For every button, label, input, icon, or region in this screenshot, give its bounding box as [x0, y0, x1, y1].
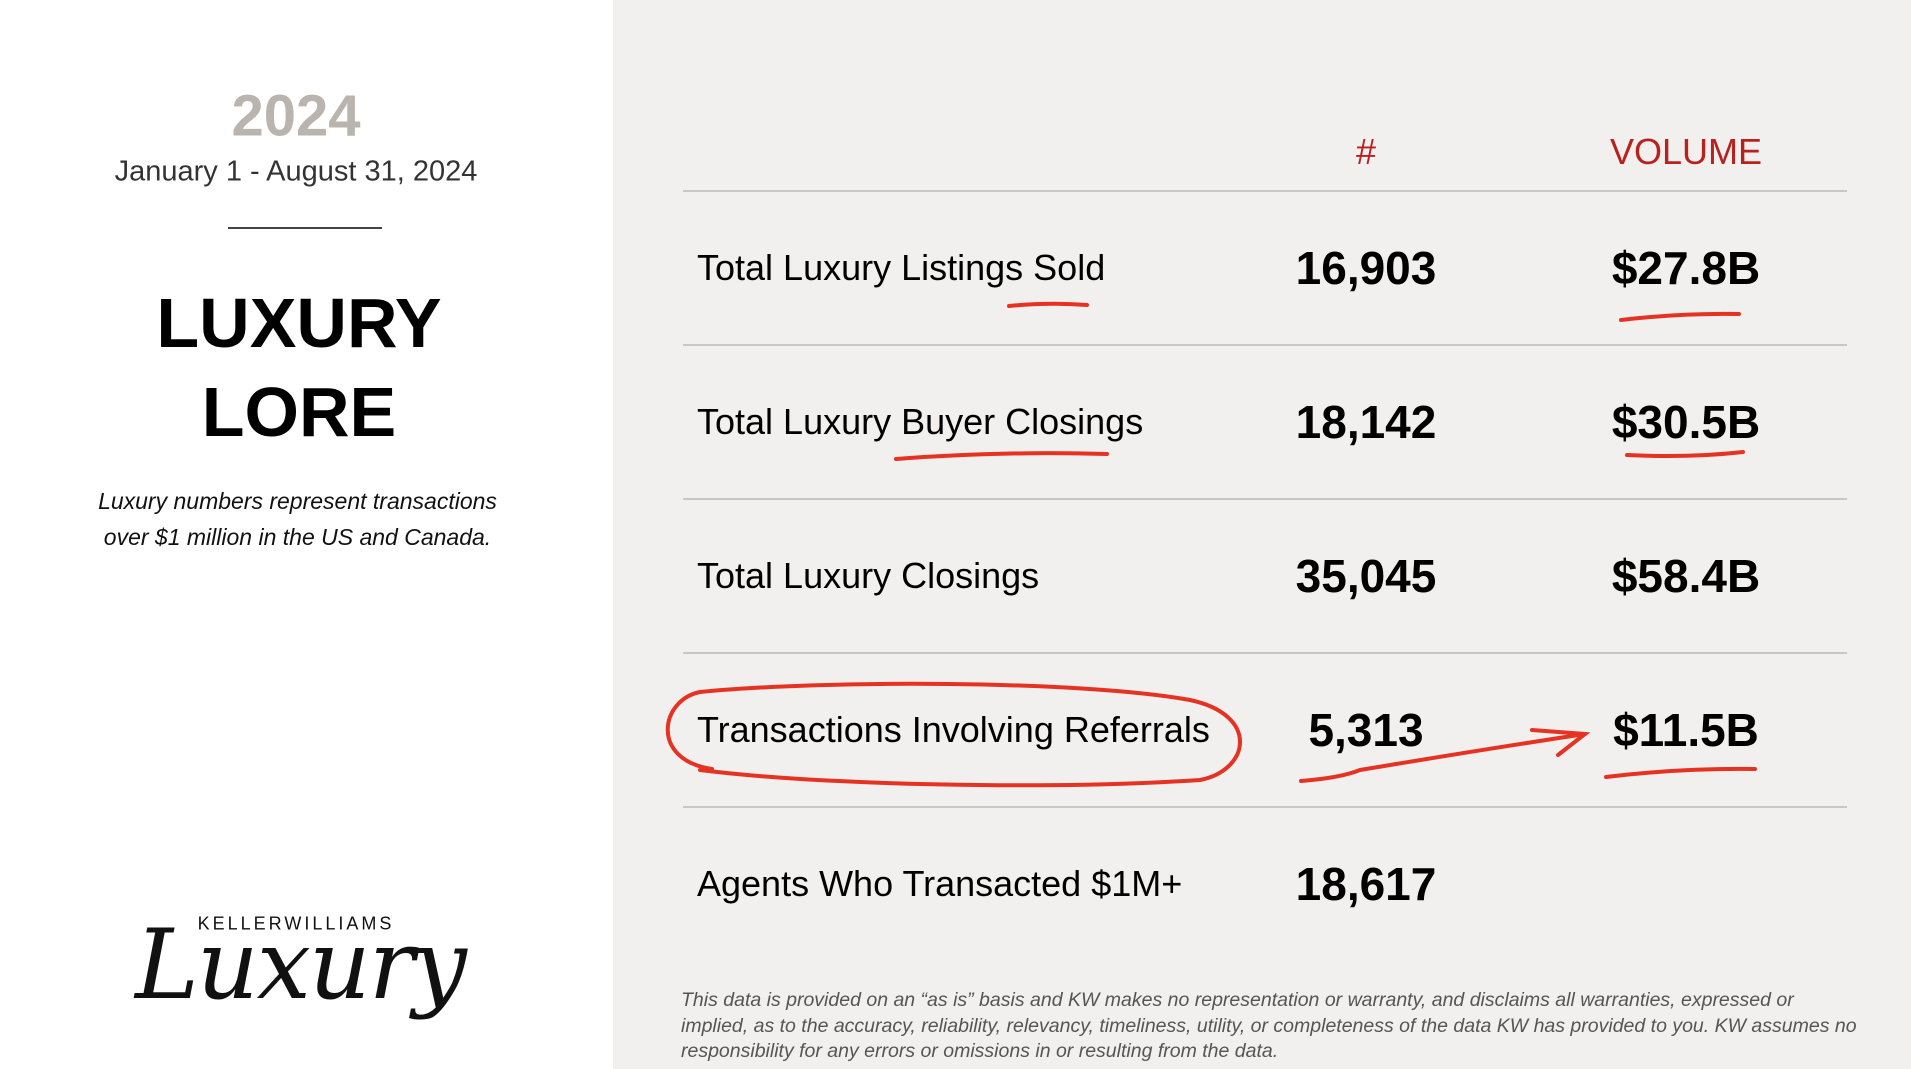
date-range: January 1 - August 31, 2024 — [114, 155, 478, 188]
row-divider — [683, 498, 1847, 500]
row-count: 18,617 — [1295, 858, 1437, 910]
row-volume: $30.5B — [1611, 396, 1761, 448]
row-count: 18,142 — [1295, 396, 1437, 448]
row-volume: $27.8B — [1611, 242, 1761, 294]
underline — [1007, 301, 1089, 308]
row-volume: $58.4B — [1611, 550, 1761, 602]
arrow-head — [1530, 728, 1591, 757]
left-panel — [0, 0, 613, 1069]
underline — [1625, 450, 1745, 458]
underline — [1619, 311, 1741, 322]
row-divider — [683, 806, 1847, 808]
title-line: LORE — [201, 373, 397, 451]
arrow — [1299, 732, 1587, 783]
underline — [894, 451, 1109, 461]
circle — [665, 681, 1242, 788]
row-label: Transactions Involving Referrals — [697, 709, 1210, 750]
row-label: Total Luxury Listings Sold — [697, 247, 1106, 288]
row-divider — [683, 652, 1847, 654]
row-count: 16,903 — [1295, 242, 1437, 294]
note: Luxury numbers represent transactions ov… — [98, 488, 497, 550]
row-count: 35,045 — [1295, 550, 1437, 602]
year: 2024 — [231, 83, 361, 149]
header-volume: VOLUME — [1609, 131, 1763, 172]
divider — [228, 227, 382, 229]
logo-script: Luxury — [135, 909, 467, 1021]
row-divider — [683, 344, 1847, 346]
row-label: Total Luxury Buyer Closings — [697, 401, 1144, 442]
header-count: # — [1355, 131, 1377, 172]
disclaimer: This data is provided on an “as is” basi… — [681, 989, 1857, 1062]
row-label: Agents Who Transacted $1M+ — [697, 863, 1183, 904]
row-divider — [683, 190, 1847, 192]
row-volume: $11.5B — [1613, 704, 1759, 756]
underline — [1604, 766, 1757, 779]
logo-brand: KELLERWILLIAMS — [197, 913, 395, 934]
title-line: LUXURY — [156, 284, 442, 362]
row-label: Total Luxury Closings — [697, 555, 1040, 596]
row-count: 5,313 — [1308, 704, 1424, 756]
